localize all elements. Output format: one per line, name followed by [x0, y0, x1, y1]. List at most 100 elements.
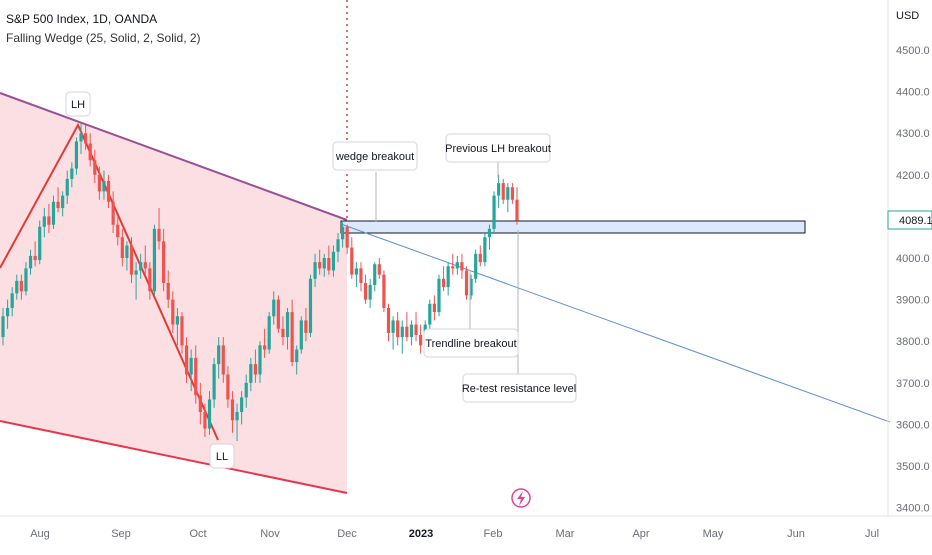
candle: [272, 291, 276, 325]
candle: [497, 174, 501, 209]
candle: [79, 122, 83, 154]
candle: [258, 341, 262, 383]
candle: [19, 274, 23, 300]
lightning-event-icon[interactable]: [511, 488, 531, 508]
candle: [350, 237, 354, 279]
candle: [419, 324, 423, 354]
candle: [322, 253, 326, 277]
candles-layer: [1, 122, 519, 442]
label-wedge-breakout-text: wedge breakout: [335, 151, 414, 163]
candle: [93, 149, 97, 184]
label-previous-lh-breakout-text: Previous LH breakout: [445, 143, 551, 155]
candle: [308, 274, 313, 338]
candle: [295, 345, 299, 375]
candle: [359, 262, 363, 292]
candle: [373, 262, 377, 292]
price-axis[interactable]: 4500.04400.04300.04200.04100.04000.03900…: [896, 45, 930, 515]
candle: [10, 287, 14, 317]
candle: [432, 295, 436, 321]
candle: [285, 307, 290, 350]
time-tick-label: 2023: [409, 528, 433, 540]
candle: [207, 391, 212, 435]
price-tick-label: 3600.0: [896, 419, 930, 431]
candle: [38, 220, 42, 265]
candle: [84, 124, 88, 150]
current-price-value: 4089.1: [899, 215, 932, 227]
candle: [111, 191, 115, 234]
candle: [515, 187, 519, 225]
candle: [249, 357, 253, 392]
candle: [139, 253, 143, 279]
candle: [106, 174, 111, 209]
candle: [451, 253, 455, 275]
candle: [28, 249, 33, 275]
label-retest-text: Re-test resistance level: [462, 383, 576, 395]
candle: [24, 262, 28, 296]
candle: [510, 183, 515, 204]
candle: [455, 255, 459, 275]
price-tick-label: 4500.0: [896, 45, 930, 57]
candle: [276, 295, 280, 333]
candle: [217, 337, 221, 379]
label-retest[interactable]: Re-test resistance level: [462, 373, 577, 403]
candle: [74, 137, 79, 175]
time-tick-label: Jul: [865, 528, 879, 540]
candle: [152, 224, 157, 296]
label-previous-lh-breakout[interactable]: Previous LH breakout: [445, 133, 551, 163]
candle: [469, 274, 473, 300]
candle: [61, 191, 65, 217]
label-trendline-breakout-text: Trendline breakout: [425, 338, 516, 350]
candle: [313, 253, 317, 288]
candle: [345, 224, 349, 254]
candle: [290, 299, 294, 367]
candle: [125, 241, 129, 271]
time-axis[interactable]: Aug Sep Oct Nov Dec 2023 Feb Mar Apr May Jun Jul: [30, 528, 879, 540]
candle: [377, 258, 381, 279]
current-price-tag: 4089.1: [887, 210, 932, 230]
candle: [299, 316, 303, 354]
candle: [129, 237, 134, 283]
price-tick-label: 4200.0: [896, 170, 930, 182]
candle: [102, 170, 106, 200]
candle: [441, 266, 446, 292]
candle: [97, 166, 101, 200]
upper-wedge-line[interactable]: [0, 92, 348, 221]
label-ll[interactable]: LL: [209, 443, 235, 469]
label-wedge-breakout[interactable]: wedge breakout: [332, 141, 418, 171]
time-tick-label: Feb: [484, 528, 503, 540]
candle: [47, 203, 51, 234]
candle: [483, 233, 487, 267]
candle: [51, 195, 56, 229]
price-tick-label: 3900.0: [896, 295, 930, 307]
candle: [1, 307, 5, 346]
time-tick-label: Jun: [787, 528, 805, 540]
candle: [240, 391, 244, 425]
lower-wedge-line[interactable]: [0, 420, 348, 494]
candle: [368, 278, 372, 308]
candle: [171, 291, 175, 333]
currency-label: USD: [896, 10, 919, 22]
zigzag-swing-line: [0, 122, 219, 441]
candle: [221, 337, 225, 383]
resistance-zone[interactable]: [340, 220, 806, 234]
candle: [70, 162, 74, 188]
candle: [318, 249, 322, 275]
price-tick-label: 3400.0: [896, 503, 930, 515]
chart-legend[interactable]: S&P 500 Index, 1D, OANDA Falling Wedge (…: [6, 10, 201, 48]
candle: [212, 357, 216, 408]
label-trendline-breakout[interactable]: Trendline breakout: [423, 328, 519, 358]
candle: [15, 274, 19, 300]
label-lh[interactable]: LH: [65, 91, 91, 117]
time-tick-label: Sep: [111, 528, 131, 540]
label-lh-text: LH: [71, 99, 85, 111]
candle: [391, 316, 395, 350]
descending-trendline[interactable]: [340, 223, 891, 423]
candle: [304, 307, 308, 342]
time-tick-label: Apr: [632, 528, 649, 540]
time-tick-label: Oct: [189, 528, 206, 540]
candle: [267, 312, 271, 354]
candle: [409, 320, 414, 346]
candle: [262, 328, 267, 358]
